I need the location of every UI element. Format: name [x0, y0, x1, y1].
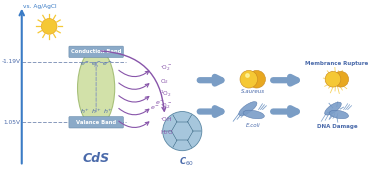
- Text: -1.19V: -1.19V: [2, 59, 21, 64]
- Ellipse shape: [239, 102, 257, 116]
- Text: E.coli: E.coli: [245, 123, 260, 128]
- Ellipse shape: [325, 102, 341, 115]
- Text: Valance Band: Valance Band: [76, 120, 116, 125]
- Circle shape: [41, 19, 57, 34]
- FancyArrowPatch shape: [119, 121, 149, 127]
- FancyArrowPatch shape: [119, 96, 149, 102]
- Circle shape: [325, 71, 341, 87]
- Ellipse shape: [329, 110, 349, 119]
- Text: $\cdot$O$_2^-$: $\cdot$O$_2^-$: [160, 64, 172, 73]
- Circle shape: [333, 71, 349, 87]
- Text: $\cdot$O$_2^-$: $\cdot$O$_2^-$: [160, 102, 172, 111]
- Circle shape: [240, 70, 258, 88]
- Text: DNA Damage: DNA Damage: [317, 124, 357, 129]
- Text: CdS: CdS: [82, 152, 110, 165]
- Text: e$^-$: e$^-$: [155, 99, 165, 107]
- Text: Conduction Band: Conduction Band: [71, 49, 121, 54]
- Text: H$_2$O: H$_2$O: [160, 128, 173, 137]
- FancyArrowPatch shape: [119, 108, 149, 115]
- Text: vs. Ag/AgCl: vs. Ag/AgCl: [23, 4, 56, 9]
- Text: e$^-$ e$^-$ e$^-$: e$^-$ e$^-$ e$^-$: [80, 60, 113, 68]
- Text: Membrance Rupture: Membrance Rupture: [305, 60, 369, 66]
- Circle shape: [248, 70, 265, 88]
- FancyBboxPatch shape: [69, 46, 123, 57]
- FancyArrowPatch shape: [119, 70, 149, 77]
- Text: 1.05V: 1.05V: [4, 120, 21, 125]
- Text: h$^+$ h$^+$ h$^+$: h$^+$ h$^+$ h$^+$: [80, 107, 113, 116]
- Ellipse shape: [77, 49, 115, 127]
- FancyArrowPatch shape: [101, 51, 166, 111]
- Text: $\cdot$OH: $\cdot$OH: [160, 115, 172, 123]
- Text: O$_2$: O$_2$: [160, 77, 169, 86]
- Text: e$^-$: e$^-$: [150, 104, 160, 112]
- Circle shape: [163, 112, 202, 151]
- FancyArrowPatch shape: [119, 83, 149, 89]
- FancyBboxPatch shape: [69, 117, 123, 128]
- Ellipse shape: [243, 110, 264, 119]
- Text: S.aureus: S.aureus: [241, 89, 265, 94]
- Text: $^1$O$_2$: $^1$O$_2$: [160, 89, 172, 99]
- Text: C$_{60}$: C$_{60}$: [178, 156, 194, 168]
